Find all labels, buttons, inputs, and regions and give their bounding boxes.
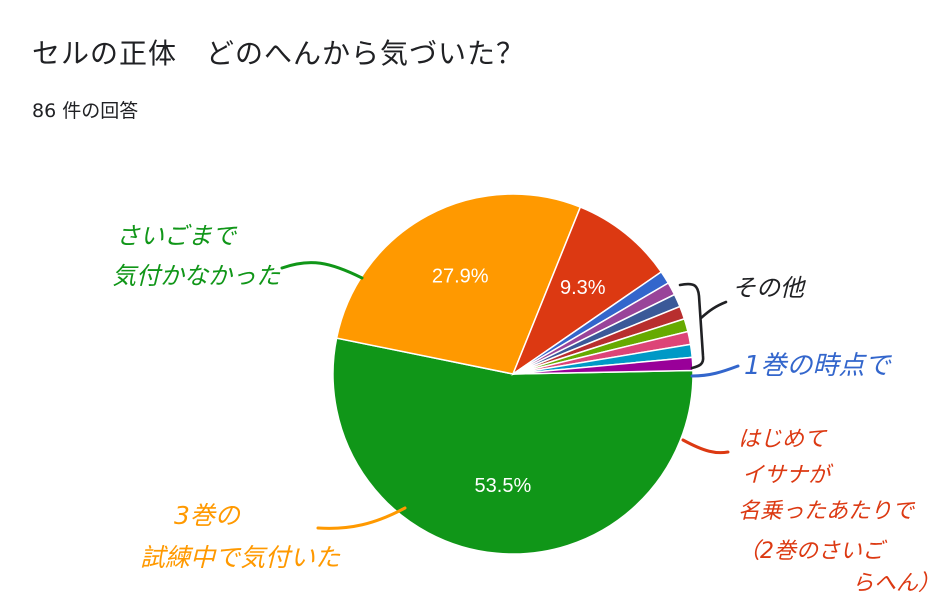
red-annotation-line bbox=[681, 438, 730, 455]
other-bracket bbox=[678, 282, 728, 370]
red-annotation-line-5: らへん） bbox=[852, 571, 940, 596]
pie-slice-11[interactable] bbox=[512, 356, 694, 375]
orange-annotation-line-2: 試練中で気付いた bbox=[140, 543, 341, 572]
red-annotation-line-3: 名乗ったあたりで bbox=[738, 499, 916, 524]
orange-annotation-line-1: 3巻の bbox=[174, 501, 242, 530]
red-annotation: はじめて イサナが 名乗ったあたりで （2巻のさいご らへん） bbox=[738, 427, 940, 596]
red-annotation-line-2: イサナが bbox=[742, 463, 834, 488]
green-annotation-line bbox=[280, 261, 364, 280]
red-annotation-line-4: （2巻のさいご bbox=[738, 539, 888, 564]
green-annotation-line-2: 気付かなかった bbox=[112, 262, 281, 290]
pie-slice-labels: 53.5% 27.9% 9.3% bbox=[432, 266, 606, 497]
red-annotation-line-1: はじめて bbox=[738, 427, 828, 452]
page-title: セルの正体 どのへんから気づいた？ bbox=[32, 37, 526, 70]
pie-slice-1[interactable] bbox=[332, 337, 694, 555]
pie-slice-label-1: 53.5% bbox=[475, 475, 532, 497]
orange-annotation: 3巻の 試練中で気付いた bbox=[140, 501, 341, 572]
pie-slice-2[interactable] bbox=[335, 193, 582, 375]
green-annotation: さいごまで 気付かなかった bbox=[112, 222, 281, 290]
orange-annotation-line bbox=[316, 506, 407, 530]
pie-slices bbox=[332, 193, 694, 555]
blue-annotation-line bbox=[690, 364, 740, 378]
blue-annotation: 1巻の時点で bbox=[744, 351, 893, 381]
response-count: 86 件の回答 bbox=[32, 100, 139, 122]
pie-slice-label-2: 27.9% bbox=[432, 266, 489, 288]
pie-slice-3[interactable] bbox=[511, 206, 663, 377]
other-annotation: その他 bbox=[732, 274, 807, 302]
pie-slice-label-3: 9.3% bbox=[560, 277, 606, 299]
green-annotation-line-1: さいごまで bbox=[116, 222, 238, 250]
